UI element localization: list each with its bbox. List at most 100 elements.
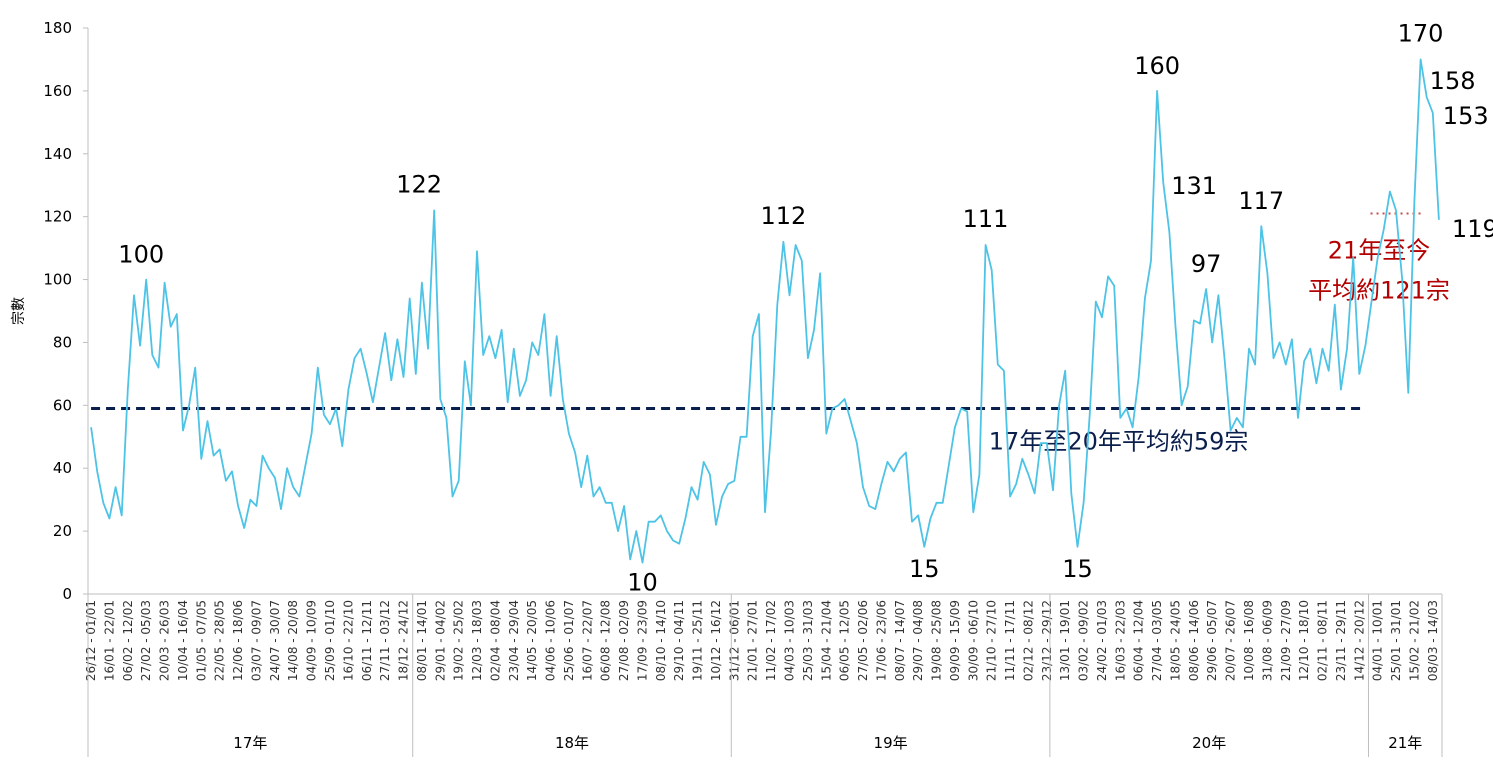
x-tick-label: 20/07 - 26/07 bbox=[1224, 600, 1238, 681]
x-tick-label: 03/02 - 09/02 bbox=[1077, 600, 1091, 681]
x-tick-label: 27/11 - 03/12 bbox=[378, 600, 392, 681]
data-annotations: 100 122 10 112 15 111 15 160 131 97 117 170 158 153 11… bbox=[118, 19, 1493, 596]
y-tick-label: 140 bbox=[43, 145, 72, 163]
x-tick-label: 03/07 - 09/07 bbox=[249, 600, 263, 681]
x-tick-label: 21/09 - 27/09 bbox=[1279, 600, 1293, 681]
x-tick-label: 02/12 - 08/12 bbox=[1021, 600, 1035, 681]
x-tick-label: 09/09 - 15/09 bbox=[948, 600, 962, 681]
y-tick-label: 160 bbox=[43, 82, 72, 100]
x-tick-label: 19/11 - 25/11 bbox=[691, 600, 705, 681]
series-lines bbox=[90, 58, 1440, 564]
x-tick-label: 08/01 - 14/01 bbox=[415, 600, 429, 681]
x-tick-label: 14/08 - 20/08 bbox=[286, 600, 300, 681]
x-tick-label: 12/10 - 18/10 bbox=[1297, 600, 1311, 681]
x-tick-label: 14/05 - 20/05 bbox=[525, 600, 539, 681]
data-label: 10 bbox=[627, 569, 658, 597]
x-tick-label: 04/03 - 10/03 bbox=[783, 600, 797, 681]
y-tick-label: 60 bbox=[53, 396, 72, 414]
y-tick-label: 80 bbox=[53, 333, 72, 351]
data-label: 117 bbox=[1238, 187, 1284, 215]
x-tick-label: 16/01 - 22/01 bbox=[102, 600, 116, 681]
x-tick-label: 18/12 - 24/12 bbox=[397, 600, 411, 681]
x-tick-label: 14/12 - 20/12 bbox=[1352, 600, 1366, 681]
x-tick-label: 17/09 - 23/09 bbox=[635, 600, 649, 681]
x-tick-label: 04/09 - 10/09 bbox=[305, 600, 319, 681]
y-tick-label: 100 bbox=[43, 271, 72, 289]
x-tick-label: 15/04 - 21/04 bbox=[819, 600, 833, 681]
x-tick-label: 27/02 - 05/03 bbox=[139, 600, 153, 681]
data-label: 119 bbox=[1452, 215, 1493, 243]
x-tick-label: 26/12 - 01/01 bbox=[84, 600, 98, 681]
x-tick-label: 12/06 - 18/06 bbox=[231, 600, 245, 681]
x-tick-label: 06/02 - 12/02 bbox=[121, 600, 135, 681]
x-tick-label: 06/04 - 12/04 bbox=[1132, 600, 1146, 681]
series-line bbox=[90, 58, 1440, 564]
x-tick-label: 10/08 - 16/08 bbox=[1242, 600, 1256, 681]
x-tick-label: 29/07 - 04/08 bbox=[911, 600, 925, 681]
data-label: 97 bbox=[1191, 250, 1222, 278]
x-tick-label: 25/09 - 01/10 bbox=[323, 600, 337, 681]
x-tick-label: 13/01 - 19/01 bbox=[1058, 600, 1072, 681]
data-label: 131 bbox=[1171, 172, 1217, 200]
year-label: 19年 bbox=[874, 734, 908, 752]
x-tick-label: 16/07 - 22/07 bbox=[580, 600, 594, 681]
data-label: 122 bbox=[396, 170, 442, 198]
x-tick-label: 08/07 - 14/07 bbox=[893, 600, 907, 681]
year-label: 20年 bbox=[1192, 734, 1226, 752]
x-tick-label: 10/12 - 16/12 bbox=[709, 600, 723, 681]
x-tick-label: 04/01 - 10/01 bbox=[1371, 600, 1385, 681]
data-label: 112 bbox=[760, 202, 806, 230]
y-tick-label: 0 bbox=[62, 585, 72, 603]
x-tick-label: 08/10 - 14/10 bbox=[654, 600, 668, 681]
x-tick-label: 27/04 - 03/05 bbox=[1150, 600, 1164, 681]
y-tick-label: 120 bbox=[43, 208, 72, 226]
x-tick-label: 06/11 - 12/11 bbox=[360, 600, 374, 681]
x-tick-label: 19/08 - 25/08 bbox=[930, 600, 944, 681]
x-tick-label: 02/04 - 08/04 bbox=[488, 600, 502, 681]
data-label: 111 bbox=[963, 205, 1009, 233]
x-tick-label: 02/11 - 08/11 bbox=[1316, 600, 1330, 681]
x-tick-label: 04/06 - 10/06 bbox=[544, 600, 558, 681]
x-tick-label: 31/12 - 06/01 bbox=[727, 600, 741, 681]
x-tick-label: 17/06 - 23/06 bbox=[874, 600, 888, 681]
x-tick-label: 25/01 - 31/01 bbox=[1389, 600, 1403, 681]
x-tick-label: 23/12 - 29/12 bbox=[1040, 600, 1054, 681]
x-tick-label: 19/02 - 25/02 bbox=[452, 600, 466, 681]
x-tick-label: 25/03 - 31/03 bbox=[801, 600, 815, 681]
data-label: 160 bbox=[1134, 52, 1180, 80]
x-tick-labels: 26/12 - 01/01 16/01 - 22/01 06/02 - 12/02 2… bbox=[84, 600, 1440, 681]
x-tick-label: 21/10 - 27/10 bbox=[985, 600, 999, 681]
x-tick-label: 23/04 - 29/04 bbox=[507, 600, 521, 681]
x-tick-label: 08/03 - 14/03 bbox=[1426, 600, 1440, 681]
data-label: 100 bbox=[118, 241, 164, 269]
x-tick-label: 29/01 - 04/02 bbox=[433, 600, 447, 681]
x-tick-label: 20/03 - 26/03 bbox=[158, 600, 172, 681]
x-tick-label: 12/03 - 18/03 bbox=[470, 600, 484, 681]
data-label: 153 bbox=[1443, 102, 1489, 130]
x-tick-label: 27/05 - 02/06 bbox=[856, 600, 870, 681]
y-tick-label: 40 bbox=[53, 459, 72, 477]
y-tick-labels: 0 20 40 60 80 100 120 140 160 180 bbox=[43, 19, 72, 603]
x-tick-label: 06/08 - 12/08 bbox=[599, 600, 613, 681]
x-tick-label: 06/05 - 12/05 bbox=[838, 600, 852, 681]
x-tick-label: 16/10 - 22/10 bbox=[341, 600, 355, 681]
y-tick-label: 20 bbox=[53, 522, 72, 540]
data-label: 158 bbox=[1430, 67, 1476, 95]
data-label: 15 bbox=[1062, 555, 1093, 583]
year-label: 18年 bbox=[555, 734, 589, 752]
x-tick-label: 10/04 - 16/04 bbox=[176, 600, 190, 681]
x-tick-label: 11/02 - 17/02 bbox=[764, 600, 778, 681]
avg-label-2017-2020: 17年至20年平均約59宗 bbox=[989, 427, 1249, 455]
x-tick-label: 29/10 - 04/11 bbox=[672, 600, 686, 681]
x-tick-label: 24/07 - 30/07 bbox=[268, 600, 282, 681]
avg-label-2021-line2: 平均約121宗 bbox=[1308, 277, 1450, 305]
x-tick-label: 11/11 - 17/11 bbox=[1003, 600, 1017, 681]
x-tick-label: 24/02 - 01/03 bbox=[1095, 600, 1109, 681]
year-label: 17年 bbox=[233, 734, 267, 752]
data-label: 170 bbox=[1398, 19, 1444, 47]
x-tick-label: 01/05 - 07/05 bbox=[194, 600, 208, 681]
y-axis-title: 宗數 bbox=[11, 297, 27, 325]
